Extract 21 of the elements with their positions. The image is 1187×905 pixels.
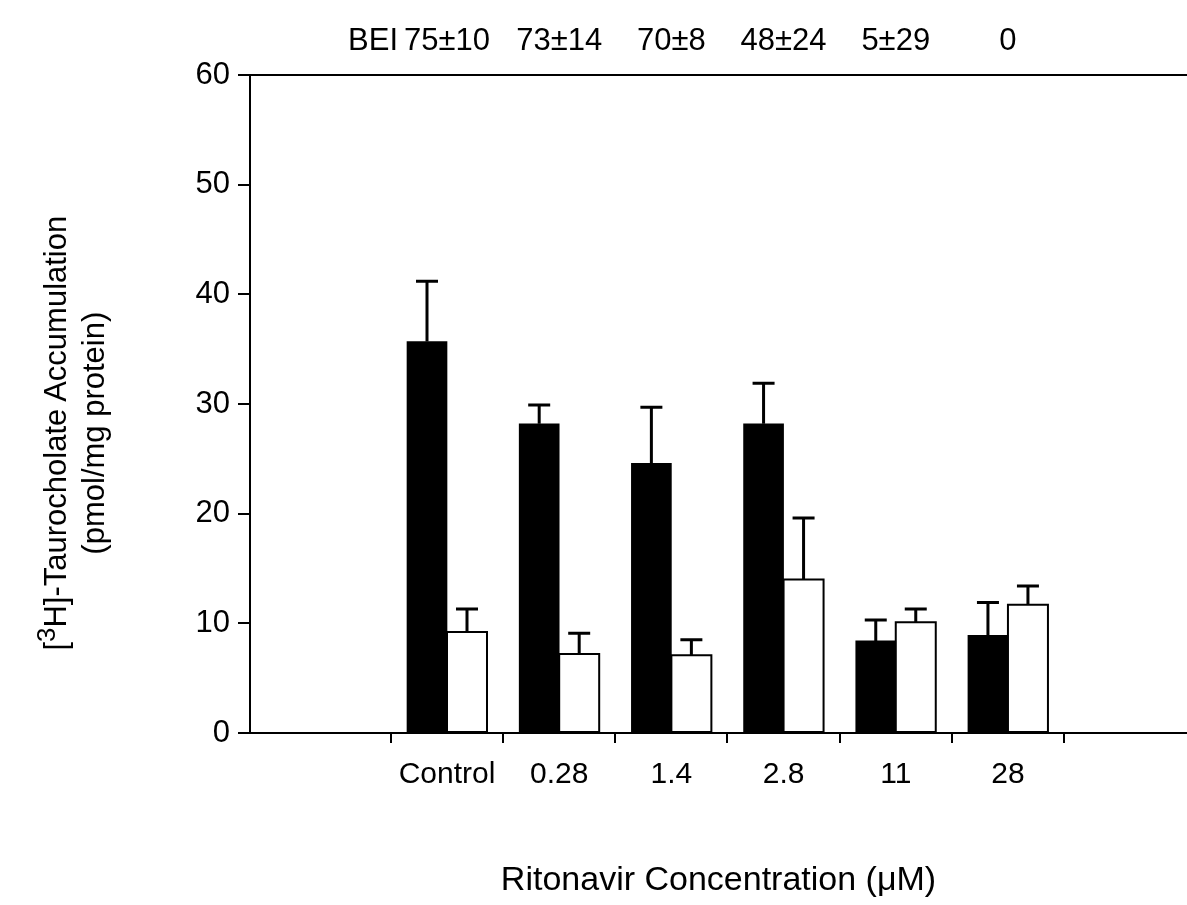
text: 48±24 bbox=[740, 22, 827, 57]
y-tick-label: 10 bbox=[195, 603, 230, 639]
text: 70±8 bbox=[637, 22, 706, 57]
x-tick-label: 1.4 bbox=[650, 756, 693, 790]
y-tick-label: 20 bbox=[195, 494, 230, 530]
text: 5±29 bbox=[861, 22, 931, 57]
text: 73±14 bbox=[516, 22, 603, 57]
x-tick-label: 28 bbox=[991, 756, 1025, 790]
x-tick-label: 0.28 bbox=[530, 756, 589, 790]
x-tick-label: 2.8 bbox=[762, 756, 805, 790]
text: 75±10 bbox=[404, 22, 490, 57]
x-tick-label: Control bbox=[398, 756, 496, 790]
y-tick-label: 0 bbox=[212, 713, 230, 749]
y-tick-label: 30 bbox=[195, 384, 230, 420]
x-tick-label: 11 bbox=[880, 756, 912, 790]
text: BEI bbox=[348, 22, 399, 57]
y-tick-label: 60 bbox=[195, 55, 230, 91]
y-tick-label: 40 bbox=[195, 274, 230, 310]
x-axis-title: Ritonavir Concentration (μM) bbox=[500, 858, 937, 897]
text: 0 bbox=[999, 22, 1017, 57]
y-tick-label: 50 bbox=[195, 165, 230, 201]
